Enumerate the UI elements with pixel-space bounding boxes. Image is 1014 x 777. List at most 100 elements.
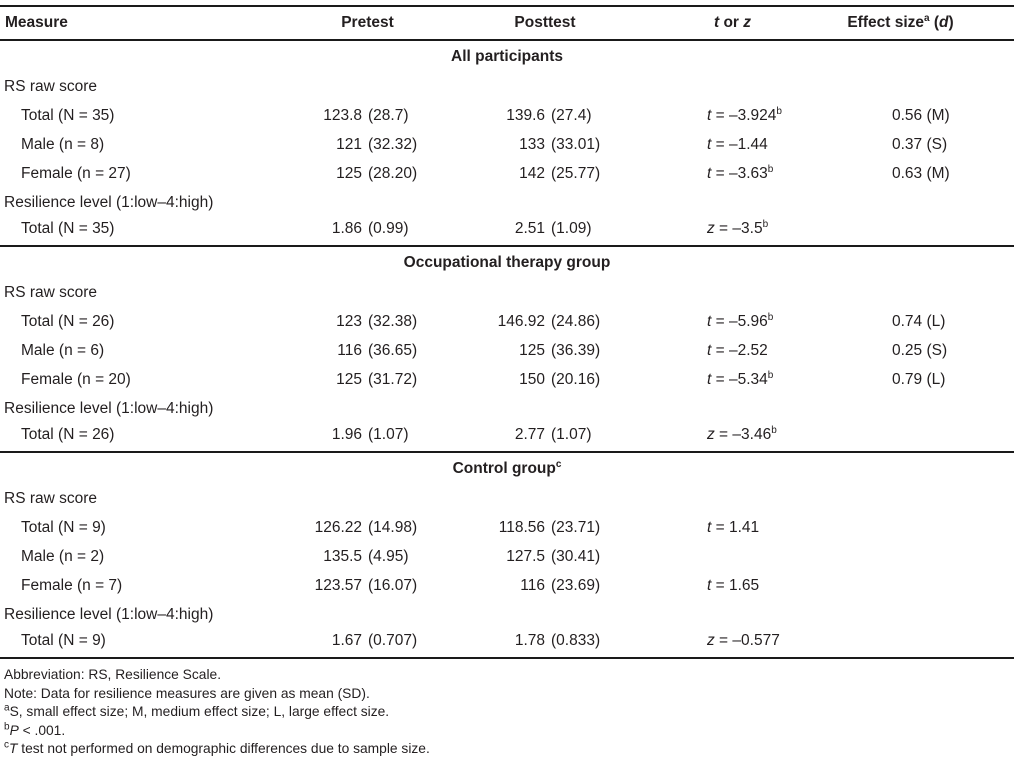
stat-symbol: t [707, 135, 712, 153]
effect-size-cell: 0.74 (L) [892, 312, 946, 330]
mean-value: 133 [519, 135, 545, 153]
effect-header-label: Effect size [847, 14, 924, 31]
footnote-marker-c: c [4, 739, 9, 751]
sd-value: (0.707) [368, 631, 418, 649]
mean-value: 125 [519, 341, 545, 359]
empty-cell [450, 484, 640, 513]
data-row: Female (n = 7) 123.57 (16.07) 116 (23.69) t =… [0, 571, 1014, 600]
footnote-text: Note: Data for resilience measures are g… [4, 685, 370, 701]
pretest-cell: 126.22 (14.98) [285, 513, 450, 542]
posttest-cell: 127.5 (30.41) [450, 542, 640, 571]
mean-value: 135.5 [323, 547, 362, 565]
pretest-cell: 123.57 (16.07) [285, 571, 450, 600]
mean-value: 1.86 [331, 219, 362, 237]
stat-cell: t = –5.34b [640, 365, 825, 394]
empty-cell [640, 484, 825, 513]
footnote-marker-b: b [767, 311, 774, 323]
measure-cell: Resilience level (1:low–4:high) [4, 399, 214, 417]
stat-cell: t = –5.96b [640, 307, 825, 336]
footnote-text: Abbreviation: RS, Resilience Scale. [4, 667, 222, 682]
measure-cell: Female (n = 7) [21, 576, 123, 594]
posttest-cell: 2.77 (1.07) [450, 423, 640, 452]
sd-value: (27.4) [551, 106, 592, 124]
subheading-row: Resilience level (1:low–4:high) [0, 600, 1014, 629]
effect-size-cell: 0.63 (M) [892, 164, 950, 182]
sd-value: (1.07) [551, 425, 592, 443]
stat-value: = –3.5 [714, 219, 763, 237]
mean-value: 150 [519, 370, 545, 388]
section-title: Control groupc [0, 451, 1014, 484]
data-row: Male (n = 8) 121 (32.32) 133 (33.01) t = –1.4… [0, 130, 1014, 159]
pretest-cell: 1.86 (0.99) [285, 217, 450, 246]
posttest-cell: 116 (23.69) [450, 571, 640, 600]
sd-value: (31.72) [368, 370, 418, 388]
empty-cell [285, 278, 450, 307]
sd-value: (23.71) [551, 518, 601, 536]
footnote-marker-b: b [767, 163, 774, 175]
empty-cell [825, 600, 1014, 629]
stat-symbol: z [707, 631, 715, 649]
footnote-marker-b: b [4, 721, 10, 733]
stat-cell: z = –0.577 [640, 629, 825, 658]
pretest-cell: 116 (36.65) [285, 336, 450, 365]
mean-value: 2.77 [514, 425, 545, 443]
pretest-cell: 123.8 (28.7) [285, 101, 450, 130]
mean-value: 126.22 [314, 518, 362, 536]
subheading-row: RS raw score [0, 484, 1014, 513]
section-title: Occupational therapy group [0, 245, 1014, 278]
col-header-t-or-z: t or z [640, 6, 825, 41]
mean-value: 127.5 [506, 547, 545, 565]
data-row: Male (n = 2) 135.5 (4.95) 127.5 (30.41) [0, 542, 1014, 571]
pretest-cell: 125 (31.72) [285, 365, 450, 394]
footnote-italic-term: P [9, 722, 19, 738]
col-header-measure: Measure [0, 6, 285, 41]
measure-cell: RS raw score [4, 77, 98, 95]
stat-value: = –3.924 [711, 106, 777, 124]
sd-value: (4.95) [368, 547, 409, 565]
stat-cell: t = –3.63b [640, 159, 825, 188]
table-header: Measure Pretest Posttest t or z Effect s… [0, 6, 1014, 41]
stat-header-or: or [719, 14, 744, 31]
stat-value: = –5.34 [711, 370, 768, 388]
empty-cell [450, 600, 640, 629]
stat-cell: t = 1.65 [640, 571, 825, 600]
empty-cell [825, 72, 1014, 101]
stat-symbol: t [707, 341, 712, 359]
sd-value: (1.07) [368, 425, 409, 443]
effect-size-cell [825, 217, 1014, 246]
empty-cell [450, 394, 640, 423]
footnote-line-1: Abbreviation: RS, Resilience Scale. [4, 666, 1014, 685]
pretest-cell: 135.5 (4.95) [285, 542, 450, 571]
mean-value: 121 [336, 135, 362, 153]
effect-size-cell [825, 629, 1014, 658]
data-row: Female (n = 27) 125 (28.20) 142 (25.77) t = –… [0, 159, 1014, 188]
table-body: All participants RS raw score Total (N = 3… [0, 40, 1014, 658]
stat-value: = –2.52 [711, 341, 768, 359]
data-row: Female (n = 20) 125 (31.72) 150 (20.16) t = –… [0, 365, 1014, 394]
effect-size-cell [825, 513, 1014, 542]
sd-value: (16.07) [368, 576, 418, 594]
empty-cell [825, 188, 1014, 217]
col-header-effect-size: Effect sizea (d) [825, 6, 1014, 41]
empty-cell [640, 188, 825, 217]
stat-symbol: t [707, 106, 712, 124]
sd-value: (32.32) [368, 135, 418, 153]
pretest-cell: 1.67 (0.707) [285, 629, 450, 658]
measure-cell: Total (N = 26) [21, 425, 115, 443]
col-header-pretest: Pretest [285, 6, 450, 41]
data-row: Total (N = 26) 123 (32.38) 146.92 (24.86) t =… [0, 307, 1014, 336]
mean-value: 116 [520, 576, 545, 594]
posttest-cell: 139.6 (27.4) [450, 101, 640, 130]
stat-symbol-z: z [743, 14, 752, 31]
results-table: Measure Pretest Posttest t or z Effect s… [0, 5, 1014, 659]
mean-value: 1.67 [331, 631, 362, 649]
measure-cell: Total (N = 9) [21, 631, 106, 649]
sd-value: (20.16) [551, 370, 601, 388]
footnote-marker-b: b [776, 105, 782, 117]
data-row: Total (N = 26) 1.96 (1.07) 2.77 (1.07) z = –3… [0, 423, 1014, 452]
empty-cell [450, 188, 640, 217]
stat-symbol: t [707, 576, 712, 594]
footnote-italic-term: T [9, 741, 18, 757]
section-title-row: Occupational therapy group [0, 245, 1014, 278]
sd-value: (0.833) [551, 631, 601, 649]
